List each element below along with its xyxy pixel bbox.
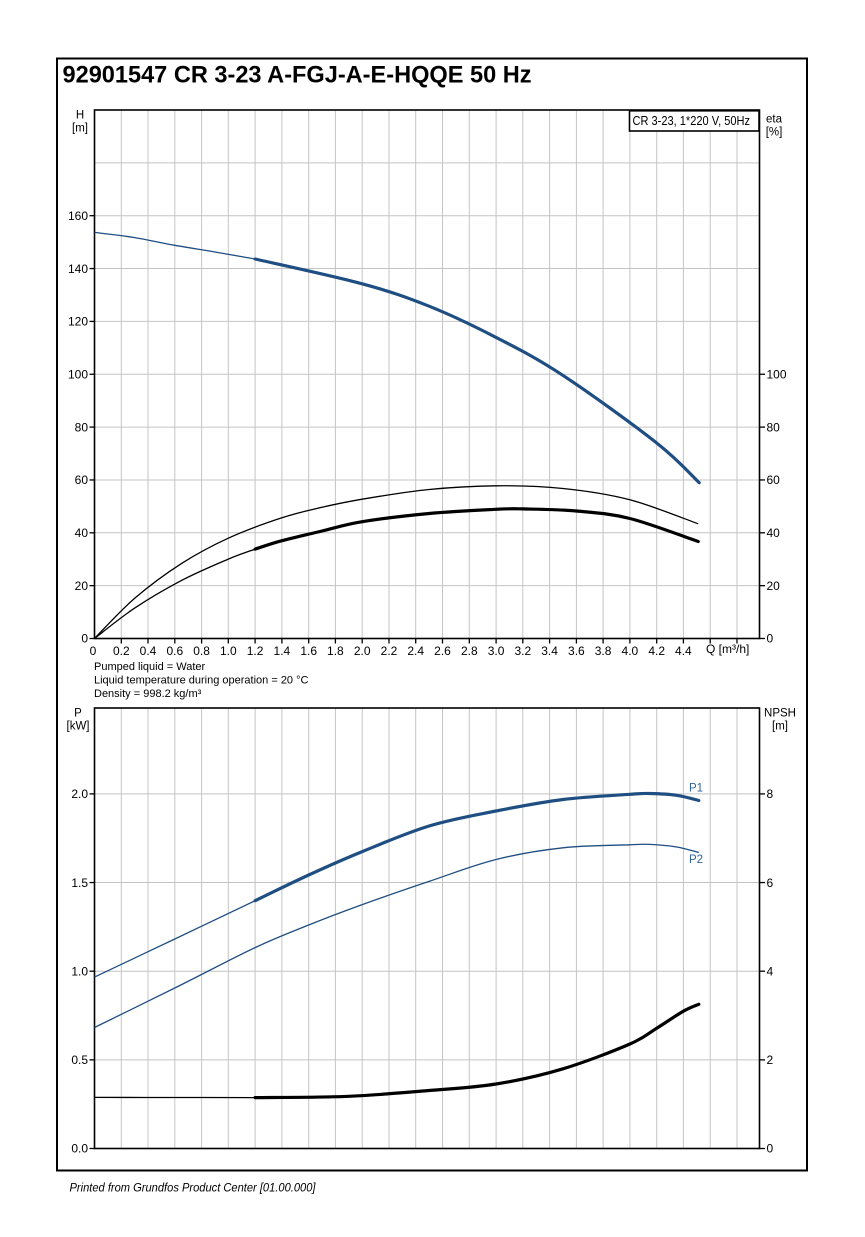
svg-text:Liquid temperature during oper: Liquid temperature during operation = 20… (94, 675, 309, 687)
svg-text:0: 0 (767, 1142, 774, 1156)
svg-text:0: 0 (81, 632, 88, 646)
svg-text:2.0: 2.0 (71, 787, 88, 801)
svg-text:Printed from Grundfos Product: Printed from Grundfos Product Center [01… (70, 1181, 317, 1195)
svg-text:1.4: 1.4 (274, 644, 291, 658)
svg-text:20: 20 (75, 579, 89, 593)
svg-text:1.2: 1.2 (247, 644, 264, 658)
svg-text:4: 4 (767, 964, 774, 978)
svg-text:4.2: 4.2 (648, 644, 665, 658)
svg-text:2.4: 2.4 (407, 644, 424, 658)
svg-text:3.6: 3.6 (568, 644, 585, 658)
svg-text:4.4: 4.4 (675, 644, 692, 658)
svg-text:40: 40 (75, 526, 89, 540)
svg-text:1.0: 1.0 (220, 644, 237, 658)
svg-text:20: 20 (767, 579, 781, 593)
svg-text:6: 6 (767, 876, 774, 890)
svg-text:2.6: 2.6 (434, 644, 451, 658)
svg-text:140: 140 (68, 262, 88, 276)
svg-text:[%]: [%] (766, 127, 783, 139)
svg-text:0.5: 0.5 (71, 1053, 88, 1067)
svg-text:eta: eta (766, 114, 783, 126)
svg-text:60: 60 (767, 473, 781, 487)
svg-text:[m]: [m] (72, 123, 88, 135)
svg-text:1.0: 1.0 (71, 964, 88, 978)
svg-text:P1: P1 (689, 783, 703, 795)
svg-text:1.8: 1.8 (327, 644, 344, 658)
svg-text:3.4: 3.4 (541, 644, 558, 658)
svg-text:160: 160 (68, 209, 88, 223)
svg-text:60: 60 (75, 473, 89, 487)
svg-text:0.6: 0.6 (166, 644, 183, 658)
svg-text:0.4: 0.4 (140, 644, 157, 658)
svg-text:0.8: 0.8 (193, 644, 210, 658)
svg-text:3.0: 3.0 (488, 644, 505, 658)
svg-text:2: 2 (767, 1053, 774, 1067)
svg-text:80: 80 (75, 420, 89, 434)
svg-text:2.8: 2.8 (461, 644, 478, 658)
svg-text:0: 0 (767, 632, 774, 646)
svg-text:3.2: 3.2 (514, 644, 531, 658)
svg-text:P: P (74, 708, 82, 720)
svg-text:2.0: 2.0 (354, 644, 371, 658)
svg-text:1.5: 1.5 (71, 876, 88, 890)
svg-text:4.0: 4.0 (622, 644, 639, 658)
svg-text:Q [m³/h]: Q [m³/h] (706, 642, 749, 656)
svg-text:[m]: [m] (772, 721, 788, 733)
svg-text:CR 3-23, 1*220 V, 50Hz: CR 3-23, 1*220 V, 50Hz (633, 113, 751, 128)
svg-text:1.6: 1.6 (300, 644, 317, 658)
svg-text:0.0: 0.0 (71, 1142, 88, 1156)
svg-text:100: 100 (68, 367, 88, 381)
svg-text:2.2: 2.2 (381, 644, 398, 658)
svg-text:80: 80 (767, 420, 781, 434)
svg-text:120: 120 (68, 315, 88, 329)
svg-text:92901547 CR 3-23 A-FGJ-A-E-HQQ: 92901547 CR 3-23 A-FGJ-A-E-HQQE 50 Hz (63, 62, 532, 89)
svg-text:NPSH: NPSH (764, 708, 796, 720)
svg-text:Pumped liquid = Water: Pumped liquid = Water (94, 661, 206, 673)
svg-text:H: H (76, 110, 84, 122)
svg-text:8: 8 (767, 787, 774, 801)
svg-text:Density = 998.2 kg/m³: Density = 998.2 kg/m³ (94, 688, 202, 700)
svg-text:100: 100 (767, 367, 787, 381)
svg-text:0: 0 (90, 644, 97, 658)
svg-text:[kW]: [kW] (67, 721, 90, 733)
svg-text:3.8: 3.8 (595, 644, 612, 658)
svg-text:40: 40 (767, 526, 781, 540)
svg-text:P2: P2 (689, 854, 703, 866)
svg-text:0.2: 0.2 (113, 644, 130, 658)
